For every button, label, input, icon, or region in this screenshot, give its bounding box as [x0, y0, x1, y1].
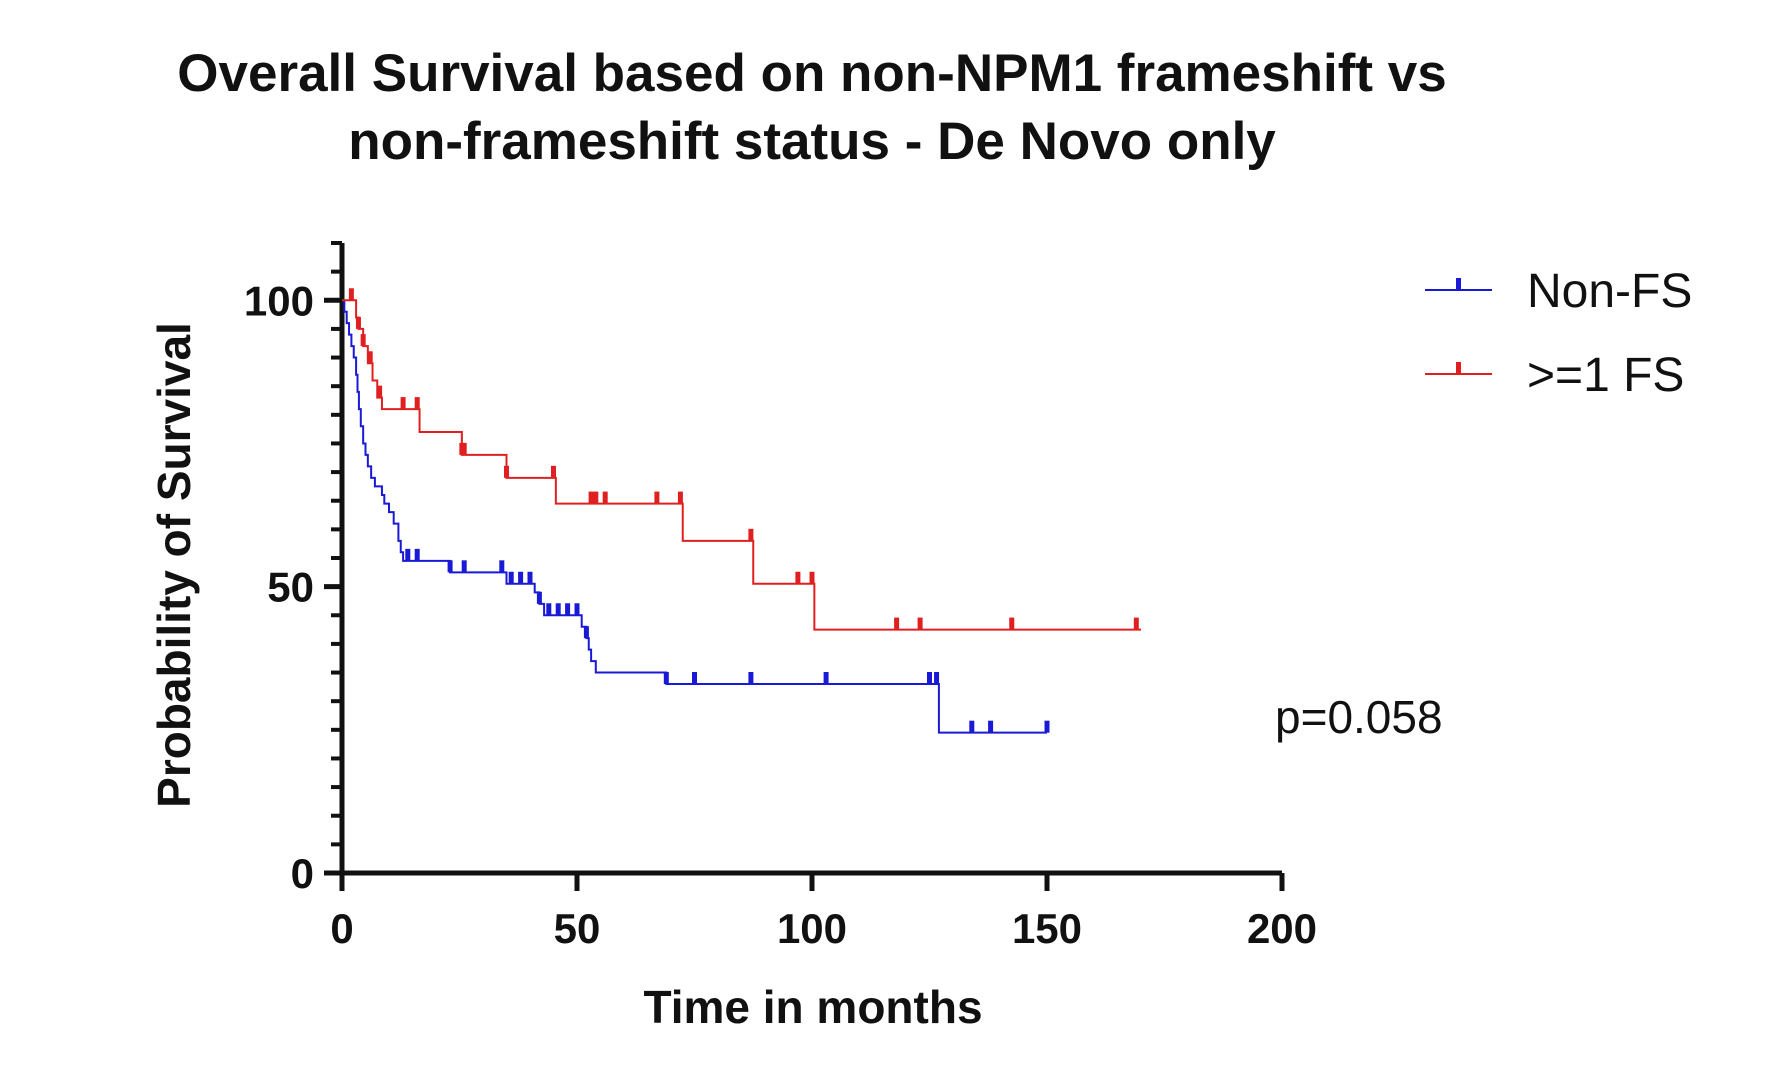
censor-mark: [894, 617, 900, 630]
censor-mark: [348, 288, 354, 301]
x-tick-label: 200: [1247, 905, 1317, 952]
legend-swatch-marker: [1456, 278, 1461, 290]
censor-mark: [414, 397, 420, 410]
censor-mark: [748, 528, 754, 541]
series-layer: [342, 288, 1141, 734]
censor-mark: [400, 397, 406, 410]
censor-mark: [748, 672, 754, 684]
legend-label: Non-FS: [1527, 265, 1692, 318]
censor-mark: [593, 491, 599, 504]
chart-title-line-2: non-frameshift status - De Novo only: [348, 112, 1276, 171]
censor-mark: [508, 571, 514, 584]
censor-mark: [461, 560, 467, 573]
censor-mark: [414, 548, 420, 561]
axes: 0 50 100 0 50 100 150 200: [244, 241, 1317, 952]
censor-mark: [1044, 720, 1050, 733]
chart-title-line-1: Overall Survival based on non-NPM1 frame…: [177, 44, 1447, 103]
censor-mark: [574, 603, 580, 616]
censor-mark: [927, 672, 932, 684]
y-axis-label: Probability of Survival: [148, 322, 200, 808]
censor-mark: [377, 385, 383, 398]
censor-mark: [583, 626, 589, 639]
censor-mark: [917, 617, 923, 630]
p-value-annotation: p=0.058: [1275, 691, 1443, 743]
censor-mark: [504, 465, 509, 478]
legend: Non-FS >=1 FS: [1425, 265, 1692, 402]
legend-swatch-marker: [1456, 362, 1461, 374]
censor-mark: [988, 720, 994, 733]
censor-mark: [692, 672, 697, 684]
survival-step-line: [342, 299, 1047, 734]
censor-mark: [809, 571, 815, 584]
censor-mark: [360, 334, 366, 347]
x-tick-label: 150: [1012, 905, 1082, 952]
chart-title: Overall Survival based on non-NPM1 frame…: [0, 40, 1624, 176]
x-tick-label: 50: [554, 905, 601, 952]
censor-mark: [663, 672, 669, 684]
censor-mark: [551, 465, 556, 478]
censor-mark: [527, 571, 533, 584]
censor-mark: [461, 442, 467, 455]
censor-mark: [518, 571, 524, 584]
censor-mark: [546, 603, 552, 616]
censor-mark: [367, 351, 373, 364]
y-tick-label: 100: [244, 277, 314, 324]
censor-mark: [588, 491, 594, 504]
censor-mark: [355, 316, 361, 329]
censor-mark: [677, 491, 683, 504]
censor-mark: [499, 560, 505, 573]
censor-mark: [1133, 617, 1139, 630]
censor-mark: [447, 560, 453, 573]
censor-mark: [1009, 617, 1015, 630]
censor-mark: [823, 672, 829, 684]
survival-step-line: [342, 299, 1141, 631]
censor-mark: [555, 603, 561, 616]
censor-mark: [795, 571, 801, 584]
y-tick-label: 0: [291, 850, 314, 897]
x-tick-label: 100: [777, 905, 847, 952]
x-tick-label: 0: [330, 905, 353, 952]
series-fs: [342, 288, 1141, 631]
legend-label: >=1 FS: [1527, 349, 1684, 402]
censor-mark: [565, 603, 571, 616]
censor-mark: [969, 720, 975, 733]
censor-mark: [654, 491, 660, 504]
censor-mark: [405, 548, 411, 561]
censor-mark: [602, 491, 608, 504]
series-non-fs: [342, 299, 1050, 734]
censor-mark: [536, 591, 542, 604]
y-tick-label: 50: [267, 564, 314, 611]
x-axis-label: Time in months: [643, 981, 982, 1033]
censor-mark: [934, 672, 940, 684]
